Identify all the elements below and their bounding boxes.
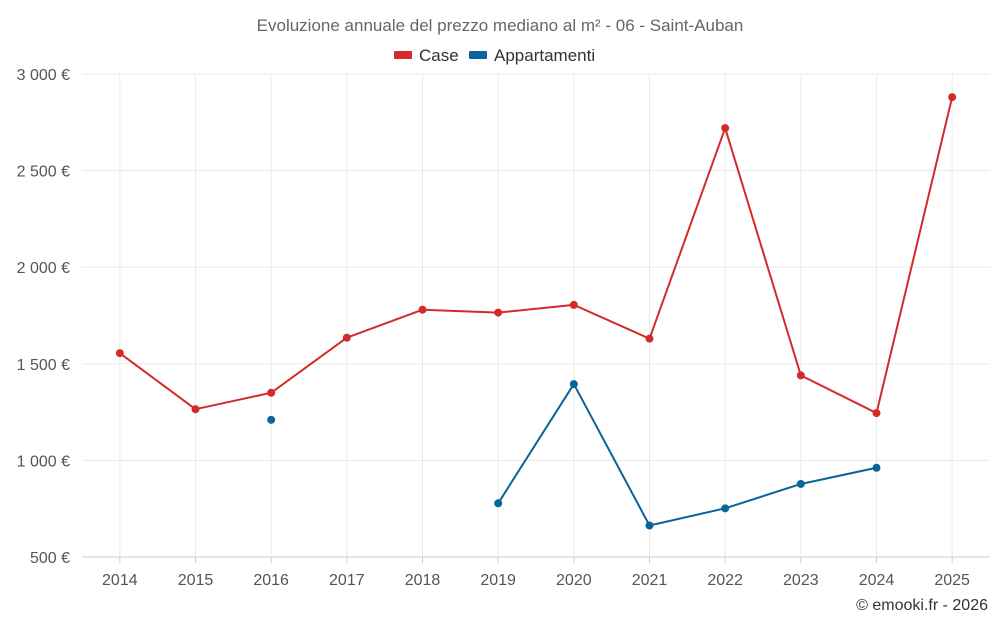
data-point-appartamenti[interactable]: [721, 504, 730, 513]
y-tick-label: 1 500 €: [17, 357, 70, 374]
series-appartamenti: [267, 380, 881, 530]
legend: Case Appartamenti: [394, 46, 595, 65]
y-tick-label: 2 500 €: [17, 164, 70, 181]
series-line-case: [118, 96, 954, 415]
data-point-appartamenti[interactable]: [796, 479, 805, 488]
data-point-case[interactable]: [191, 405, 200, 414]
data-point-appartamenti[interactable]: [267, 415, 276, 424]
x-tick-label: 2023: [783, 572, 819, 589]
data-point-case[interactable]: [342, 333, 351, 342]
x-tick-label: 2021: [632, 572, 668, 589]
data-point-case[interactable]: [948, 93, 957, 102]
data-point-case[interactable]: [418, 305, 427, 314]
legend-label-case: Case: [419, 46, 459, 65]
chart-title: Evoluzione annuale del prezzo mediano al…: [257, 16, 744, 35]
data-point-case[interactable]: [115, 349, 124, 358]
legend-label-appartamenti: Appartamenti: [494, 46, 595, 65]
series: [115, 93, 957, 530]
data-point-appartamenti[interactable]: [494, 499, 503, 508]
y-tick-label: 2 000 €: [17, 260, 70, 277]
series-line-appartamenti: [497, 383, 878, 527]
data-point-case[interactable]: [569, 300, 578, 309]
x-tick-label: 2024: [859, 572, 895, 589]
y-tick-label: 1 000 €: [17, 453, 70, 470]
data-point-case[interactable]: [267, 388, 276, 397]
grid: [82, 73, 990, 558]
x-tick-label: 2022: [707, 572, 743, 589]
y-axis: 500 € 1 000 € 1 500 € 2 000 € 2 500 € 3 000 €: [17, 67, 70, 567]
legend-swatch-appartamenti: [469, 51, 487, 59]
legend-swatch-case: [394, 51, 412, 59]
x-tick-label: 2020: [556, 572, 592, 589]
credit-text: © emooki.fr - 2026: [856, 597, 988, 614]
x-tick-label: 2015: [178, 572, 214, 589]
x-tick-label: 2016: [253, 572, 289, 589]
data-point-case[interactable]: [872, 409, 881, 418]
x-tick-label: 2017: [329, 572, 365, 589]
x-tick-label: 2014: [102, 572, 138, 589]
y-tick-label: 3 000 €: [17, 67, 70, 84]
legend-item-case[interactable]: Case: [394, 46, 459, 65]
data-point-case[interactable]: [796, 371, 805, 380]
legend-item-appartamenti[interactable]: Appartamenti: [469, 46, 595, 65]
data-point-case[interactable]: [645, 334, 654, 343]
data-point-appartamenti[interactable]: [569, 380, 578, 389]
series-case: [115, 93, 957, 418]
data-point-appartamenti[interactable]: [645, 521, 654, 530]
y-tick-label: 500 €: [30, 550, 70, 567]
x-tick-label: 2025: [934, 572, 970, 589]
x-tick-label: 2018: [405, 572, 441, 589]
data-point-case[interactable]: [721, 124, 730, 133]
data-point-appartamenti[interactable]: [872, 463, 881, 472]
x-axis: 2014 2015 2016 2017 2018 2019 2020 2021 2022 2023…: [102, 557, 970, 589]
x-tick-label: 2019: [480, 572, 516, 589]
data-point-case[interactable]: [494, 308, 503, 317]
